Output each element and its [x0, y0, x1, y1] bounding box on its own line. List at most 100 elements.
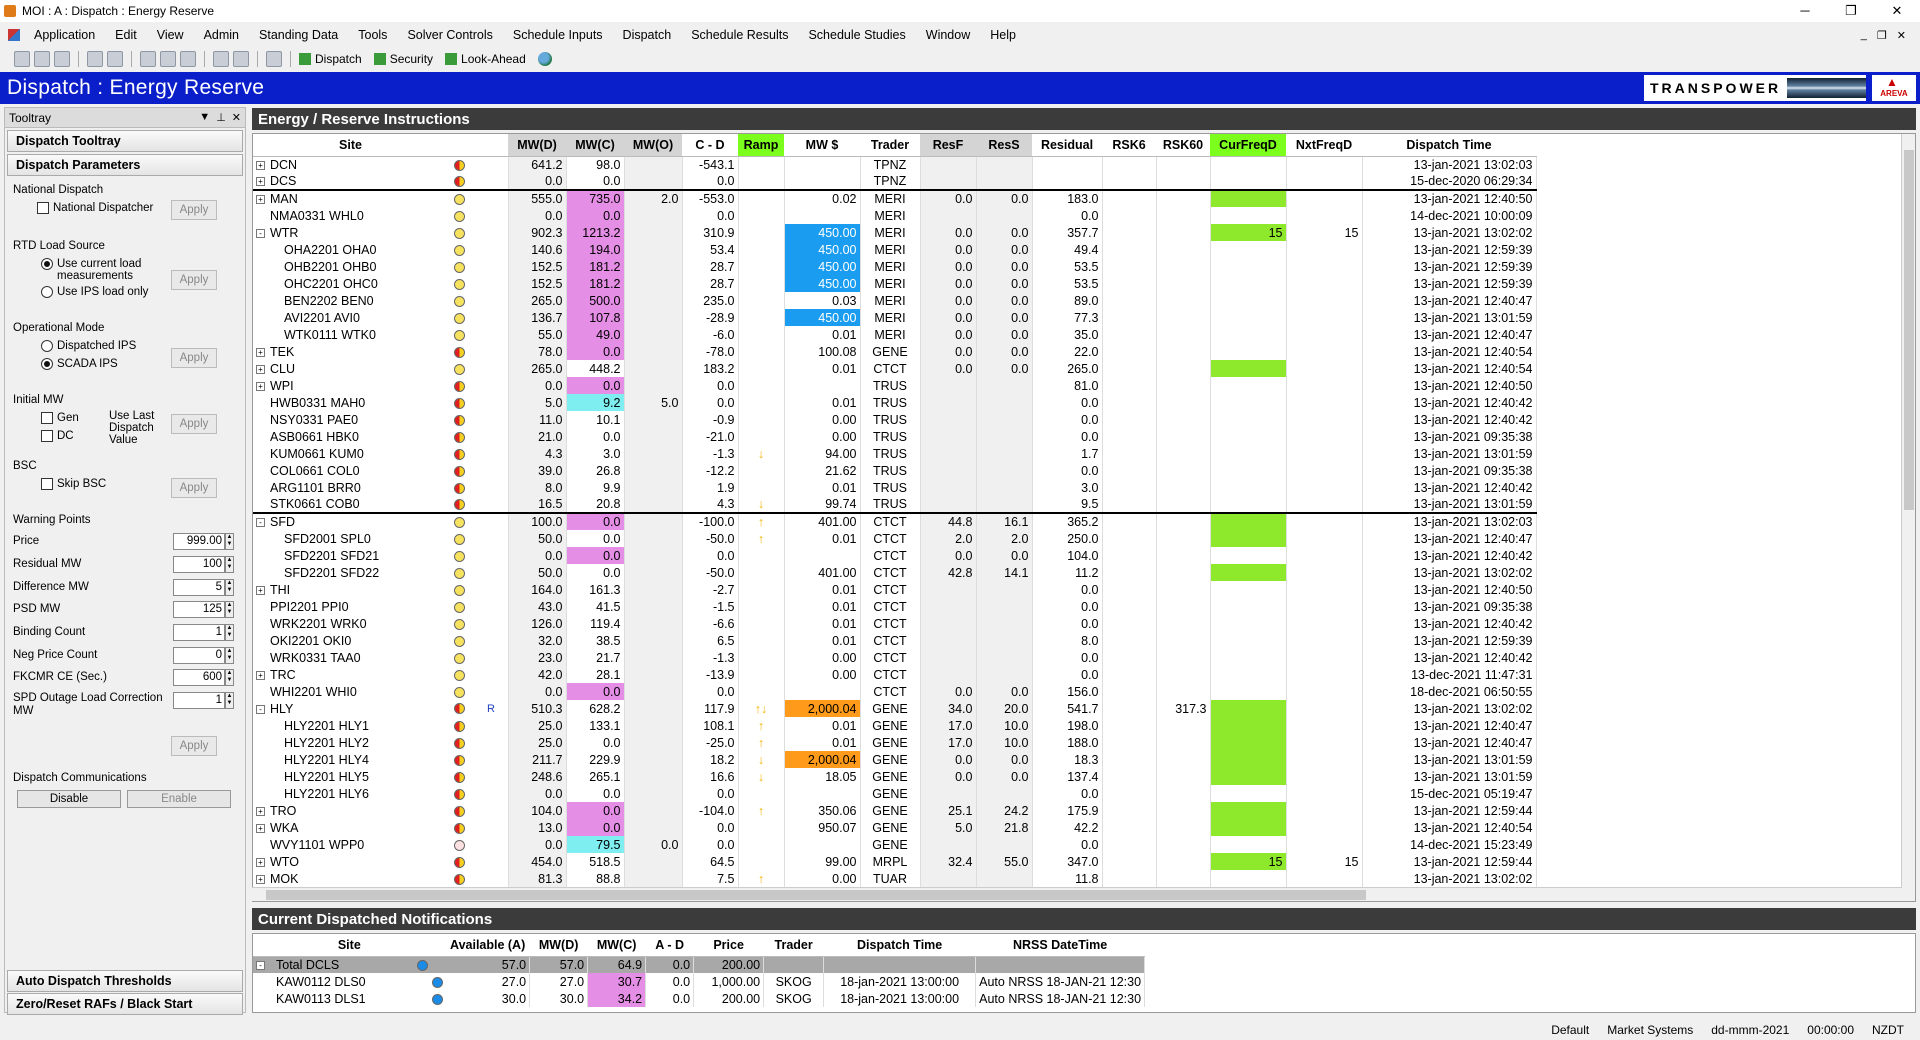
mdi-restore-icon[interactable]: ❐: [1876, 29, 1887, 42]
col-mwd[interactable]: MW(D): [508, 134, 566, 157]
site-cell[interactable]: - SFD: [253, 512, 448, 530]
site-cell[interactable]: + DCN: [253, 156, 448, 173]
open-icon[interactable]: [54, 51, 70, 67]
site-cell[interactable]: WVY1101 WPP0: [253, 836, 448, 853]
spd-spinner[interactable]: ▲ ▼: [225, 692, 234, 709]
expand-icon[interactable]: +: [256, 195, 265, 205]
site-cell[interactable]: STK0661 COB0: [253, 496, 448, 513]
table-row[interactable]: + TEK 78.0 0.0 -78.0 100.08 GENE 0.0 0.0 22.0 13-j…: [253, 343, 1537, 360]
table-row[interactable]: HLY2201 HLY6 0.0 0.0 0.0 GENE 0.0 15-dec-2021 …: [253, 785, 1537, 802]
site-cell[interactable]: + CLU: [253, 360, 448, 377]
site-cell[interactable]: + TEK: [253, 343, 448, 360]
menu-schedule-inputs[interactable]: Schedule Inputs: [512, 28, 603, 42]
expand-icon[interactable]: +: [256, 347, 265, 357]
site-cell[interactable]: COL0661 COL0: [253, 462, 448, 479]
site-cell[interactable]: WRK0331 TAA0: [253, 649, 448, 666]
site-cell[interactable]: + WPI: [253, 377, 448, 394]
table-row[interactable]: - WTR 902.3 1213.2 310.9 450.00 MERI 0.0 0.0 357.…: [253, 224, 1537, 241]
mdi-close-icon[interactable]: ✕: [1896, 29, 1906, 42]
vertical-scrollbar[interactable]: [1901, 134, 1915, 901]
expand-icon[interactable]: +: [256, 177, 265, 187]
notif-site-cell[interactable]: KAW0112 DLS0: [253, 973, 446, 990]
table-row[interactable]: - SFD 100.0 0.0 -100.0 ↑ 401.00 CTCT 44.8 16.1 365…: [253, 512, 1537, 530]
table-row[interactable]: HWB0331 MAH0 5.0 9.2 5.0 0.0 0.01 TRUS 0.0 13-ja…: [253, 394, 1537, 411]
table-row[interactable]: BEN2202 BEN0 265.0 500.0 235.0 0.03 MERI 0.0 0.…: [253, 292, 1537, 309]
menu-help[interactable]: Help: [990, 28, 1016, 42]
difference-spinner[interactable]: ▲ ▼: [225, 578, 234, 596]
table-row[interactable]: + THI 164.0 161.3 -2.7 0.01 CTCT 0.0 13-jan-2021…: [253, 581, 1537, 598]
col-curfreqd[interactable]: CurFreqD: [1210, 134, 1286, 157]
lookahead-toolbar-button[interactable]: Look-Ahead: [445, 52, 526, 66]
table-row[interactable]: COL0661 COL0 39.0 26.8 -12.2 21.62 TRUS 0.0 13-…: [253, 462, 1537, 479]
col-trader[interactable]: Trader: [860, 134, 920, 157]
site-cell[interactable]: SFD2001 SPL0: [253, 530, 448, 547]
close-panel-icon[interactable]: ✕: [231, 112, 241, 124]
dispatch-tooltray-header[interactable]: Dispatch Tooltray: [7, 130, 243, 152]
table-row[interactable]: + TRO 104.0 0.0 -104.0 ↑ 350.06 GENE 25.1 24.2 175…: [253, 802, 1537, 819]
col-mwprice[interactable]: MW $: [784, 134, 860, 157]
maximize-icon[interactable]: ❐: [1845, 3, 1857, 18]
col-mwo[interactable]: MW(O): [624, 134, 682, 157]
col-dispatch-time[interactable]: Dispatch Time: [1362, 134, 1536, 157]
expand-icon[interactable]: +: [256, 160, 265, 170]
table-row[interactable]: HLY2201 HLY1 25.0 133.1 108.1 ↑ 0.01 GENE 17.0 1…: [253, 717, 1537, 734]
binding-count-input[interactable]: 1: [173, 623, 225, 641]
site-cell[interactable]: HLY2201 HLY5: [253, 768, 448, 785]
menu-edit[interactable]: Edit: [115, 28, 137, 42]
collapse-icon[interactable]: -: [256, 518, 265, 528]
print-preview-icon[interactable]: [107, 51, 123, 67]
residual-spinner[interactable]: ▲ ▼: [225, 555, 234, 573]
table-row[interactable]: ARG1101 BRR0 8.0 9.9 1.9 0.01 TRUS 3.0 13-jan-2…: [253, 479, 1537, 496]
col-mwc[interactable]: MW(C): [566, 134, 624, 157]
ncol-dispatch-time[interactable]: Dispatch Time: [823, 934, 976, 957]
menu-solver-controls[interactable]: Solver Controls: [407, 28, 493, 42]
dispatch-toolbar-button[interactable]: Dispatch: [299, 52, 362, 66]
pin-icon[interactable]: ⊥: [216, 112, 226, 124]
menu-view[interactable]: View: [156, 28, 184, 42]
expand-icon[interactable]: +: [256, 381, 265, 391]
security-toolbar-button[interactable]: Security: [373, 52, 433, 66]
price-spinner[interactable]: ▲ ▼: [225, 532, 234, 550]
menu-application[interactable]: Application: [34, 28, 96, 42]
site-cell[interactable]: HLY2201 HLY6: [253, 785, 448, 802]
minimize-icon[interactable]: ─: [1800, 3, 1810, 18]
window-tile-icon[interactable]: [213, 51, 229, 67]
site-cell[interactable]: HWB0331 MAH0: [253, 394, 448, 411]
table-row[interactable]: - HLY R 510.3 628.2 117.9 ↑↓ 2,000.04 GENE 34.0 20…: [253, 700, 1537, 717]
help-icon[interactable]: [266, 51, 282, 67]
table-row[interactable]: WVY1101 WPP0 0.0 79.5 0.0 0.0 GENE 0.0 14-dec-2…: [253, 836, 1537, 853]
cut-icon[interactable]: [140, 51, 156, 67]
psd-mw-input[interactable]: 125: [173, 600, 225, 618]
site-cell[interactable]: KUM0661 KUM0: [253, 445, 448, 462]
negprice-spinner[interactable]: ▲ ▼: [225, 646, 234, 664]
site-cell[interactable]: HLY2201 HLY4: [253, 751, 448, 768]
site-cell[interactable]: BEN2202 BEN0: [253, 292, 448, 309]
table-row[interactable]: SFD2001 SPL0 50.0 0.0 -50.0 ↑ 0.01 CTCT 2.0 2.0 2…: [253, 530, 1537, 547]
national-dispatcher-checkbox[interactable]: [37, 202, 49, 214]
table-row[interactable]: WRK0331 TAA0 23.0 21.7 -1.3 0.00 CTCT 0.0 13-ja…: [253, 649, 1537, 666]
ncol-available[interactable]: Available (A): [445, 934, 530, 957]
table-row[interactable]: WRK2201 WRK0 126.0 119.4 -6.6 0.01 CTCT 0.0 13-…: [253, 615, 1537, 632]
close-icon[interactable]: ✕: [1891, 3, 1903, 18]
col-ramp[interactable]: Ramp: [738, 134, 784, 157]
site-cell[interactable]: OHC2201 OHC0: [253, 275, 448, 292]
expand-icon[interactable]: +: [256, 806, 265, 816]
col-residual[interactable]: Residual: [1032, 134, 1102, 157]
site-cell[interactable]: + TRC: [253, 666, 448, 683]
collapse-icon[interactable]: -: [256, 960, 265, 970]
paste-icon[interactable]: [180, 51, 196, 67]
apply-initialmw-button[interactable]: Apply: [171, 414, 217, 434]
site-cell[interactable]: NSY0331 PAE0: [253, 411, 448, 428]
menu-dispatch[interactable]: Dispatch: [622, 28, 672, 42]
site-cell[interactable]: - HLY: [253, 700, 448, 717]
site-cell[interactable]: OHA2201 OHA0: [253, 241, 448, 258]
site-cell[interactable]: + TRO: [253, 802, 448, 819]
horizontal-scrollbar[interactable]: [252, 887, 1902, 901]
ncol-site[interactable]: Site: [253, 934, 446, 957]
table-row[interactable]: HLY2201 HLY2 25.0 0.0 -25.0 ↑ 0.01 GENE 17.0 10.…: [253, 734, 1537, 751]
globe-icon[interactable]: [537, 52, 552, 66]
col-rsk60[interactable]: RSK60: [1156, 134, 1210, 157]
dc-checkbox[interactable]: [41, 430, 53, 443]
site-cell[interactable]: + WTO: [253, 853, 448, 870]
binding-spinner[interactable]: ▲ ▼: [225, 623, 234, 641]
